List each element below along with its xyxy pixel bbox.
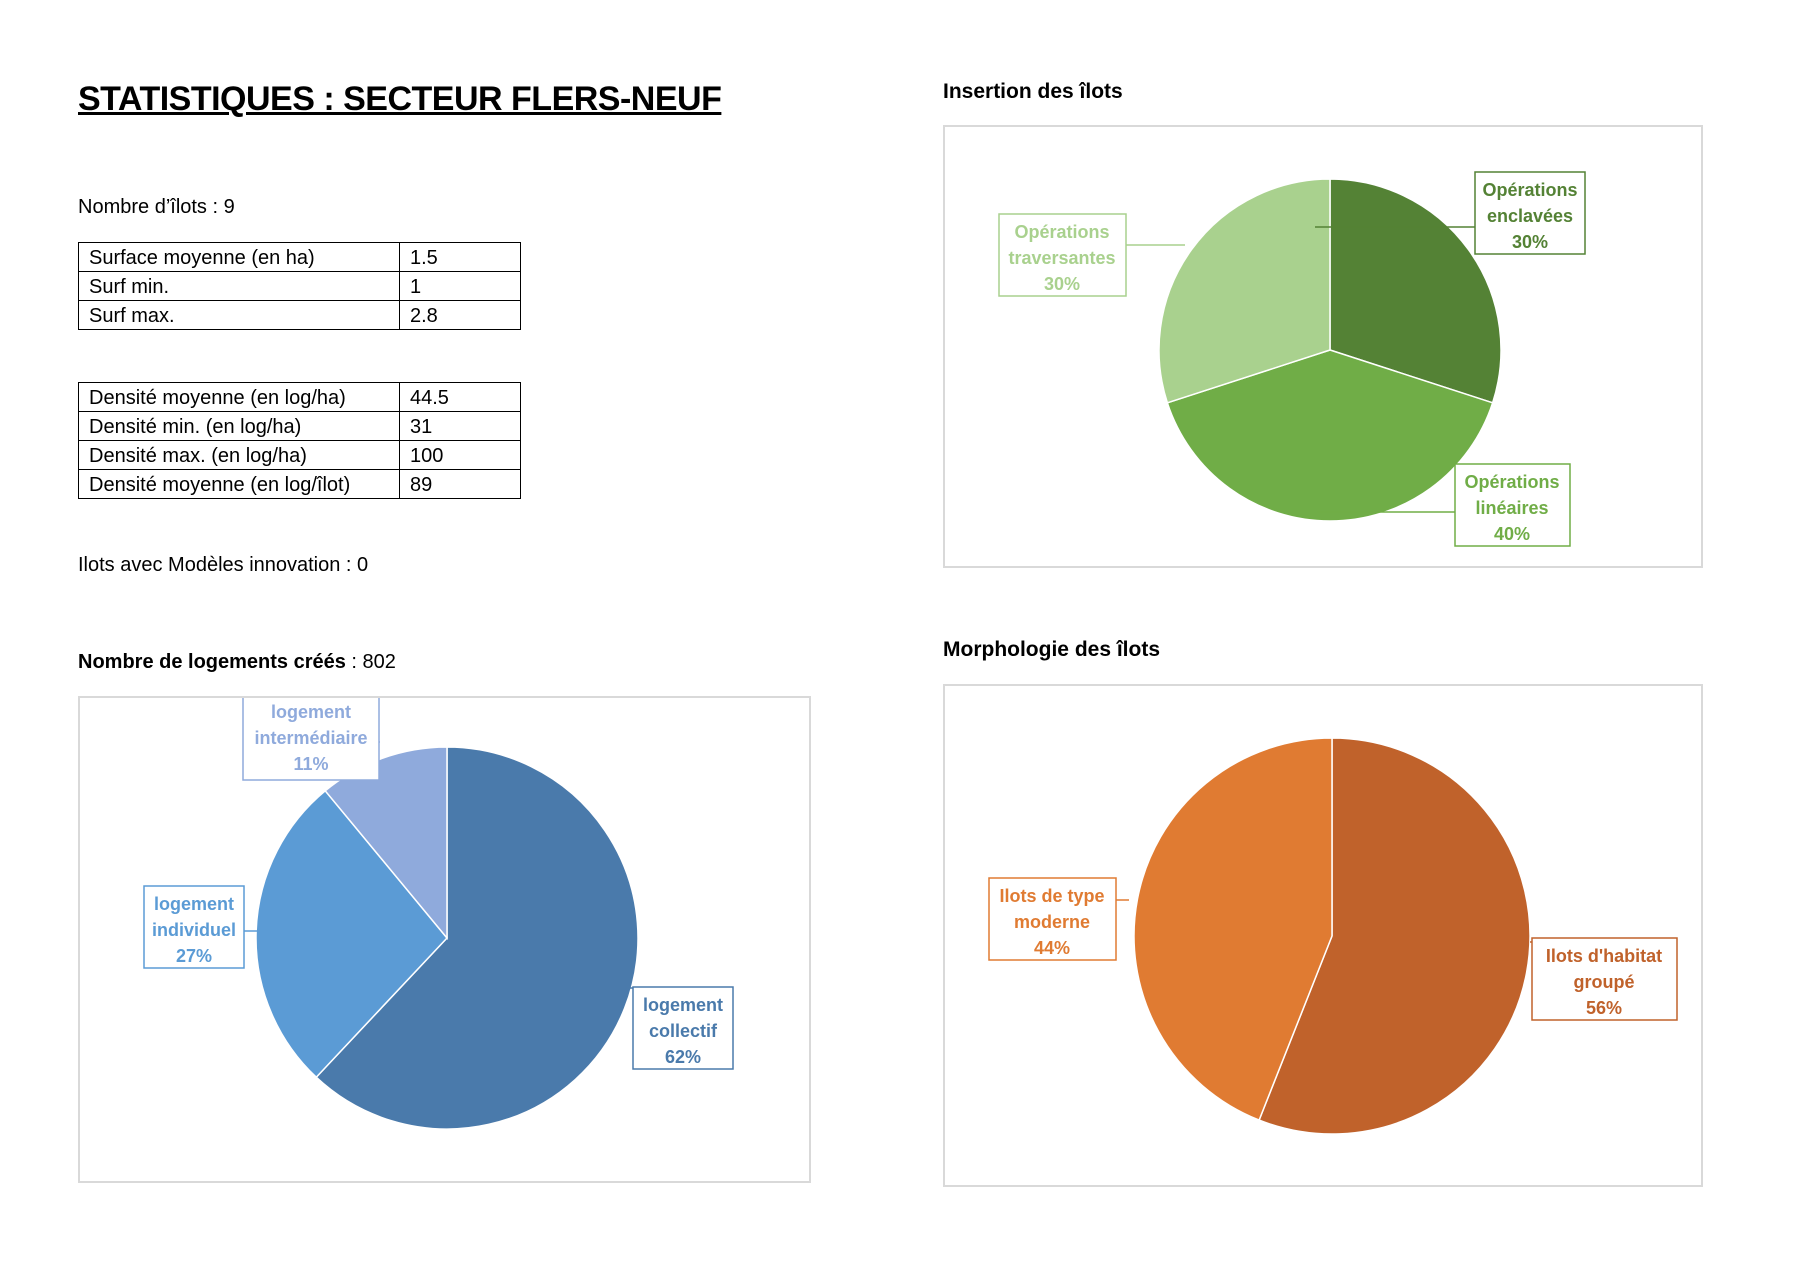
surface-row: Surf max. 2.8 (78, 300, 521, 330)
data-label-text: 27% (176, 946, 212, 966)
insertion-chart-title: Insertion des îlots (943, 80, 1123, 103)
densite-table: Densité moyenne (en log/ha) 44.5 Densité m… (78, 382, 521, 499)
densite-label-cell: Densité min. (en log/ha) (78, 411, 400, 441)
surface-label-cell: Surf min. (78, 271, 400, 301)
data-label-text: 30% (1512, 232, 1548, 252)
slice-logement-individuel (255, 789, 448, 1079)
slice-operations-lineaires (1166, 349, 1494, 522)
surface-label-cell: Surface moyenne (en ha) (78, 242, 400, 272)
data-label-text: logement (154, 894, 234, 914)
morphologie-pie-svg: Ilots d'habitat groupé 56% Ilots de type mod… (988, 737, 1678, 1135)
surface-value-cell: 1.5 (399, 242, 521, 272)
data-label-text: Opérations (1014, 222, 1109, 242)
densite-value-cell: 44.5 (399, 382, 521, 412)
data-label-text: enclavées (1487, 206, 1573, 226)
slice-logement-intermediaire (324, 746, 448, 941)
logements-value: : 802 (345, 651, 396, 673)
data-label-text: Ilots de type (999, 886, 1104, 906)
surface-value-cell: 2.8 (399, 300, 521, 330)
data-label-text: 62% (665, 1047, 701, 1067)
densite-value-cell: 89 (399, 469, 521, 499)
data-label-box (1531, 937, 1678, 1021)
slice-ilots-type-moderne (1133, 737, 1333, 1122)
data-label-text: 30% (1044, 274, 1080, 294)
data-label-text: 40% (1494, 524, 1530, 544)
densite-row: Densité max. (en log/ha) 100 (78, 440, 521, 470)
data-label-text: moderne (1014, 912, 1090, 932)
slice-ilots-habitat-groupe (1258, 737, 1531, 1135)
surface-row: Surface moyenne (en ha) 1.5 (78, 242, 521, 272)
surface-table: Surface moyenne (en ha) 1.5 Surf min. 1 Surf… (78, 242, 521, 330)
surface-row: Surf min. 1 (78, 271, 521, 301)
data-label-text: collectif (649, 1021, 718, 1041)
data-label-text: 56% (1586, 998, 1622, 1018)
densite-row: Densité min. (en log/ha) 31 (78, 411, 521, 441)
slice-operations-traversantes (1158, 178, 1331, 404)
slice-logement-collectif (315, 746, 639, 1130)
data-label-text: logement (271, 702, 351, 722)
densite-value-cell: 31 (399, 411, 521, 441)
data-label-text: logement (643, 995, 723, 1015)
morphologie-chart: Ilots d'habitat groupé 56% Ilots de type mod… (943, 684, 1703, 1187)
data-label-text: groupé (1574, 972, 1635, 992)
page-title: STATISTIQUES : SECTEUR FLERS-NEUF (78, 80, 722, 118)
data-label-text: Opérations (1482, 180, 1577, 200)
logements-chart: logement collectif 62% logement individuel 27… (78, 693, 811, 1183)
morphologie-chart-title: Morphologie des îlots (943, 638, 1161, 661)
logements-heading: Nombre de logements créés : 802 (78, 651, 396, 674)
data-label-box (1474, 171, 1586, 255)
slice-operations-enclavees (1329, 178, 1502, 404)
surface-value-cell: 1 (399, 271, 521, 301)
data-label-text: 11% (293, 754, 328, 774)
data-label-box (632, 986, 734, 1070)
densite-label-cell: Densité moyenne (en log/ha) (78, 382, 400, 412)
insertion-pie-svg: Opérations enclavées 30% Opérations linéaire… (998, 171, 1586, 547)
data-label-text: traversantes (1008, 248, 1115, 268)
densite-row: Densité moyenne (en log/îlot) 89 (78, 469, 521, 499)
data-label-text: linéaires (1475, 498, 1548, 518)
nombre-ilots-text: Nombre d’îlots : 9 (78, 196, 235, 218)
densite-value-cell: 100 (399, 440, 521, 470)
logements-pie-svg: logement collectif 62% logement individuel 27… (143, 693, 734, 1130)
innovation-text: Ilots avec Modèles innovation : 0 (78, 554, 369, 576)
densite-row: Densité moyenne (en log/ha) 44.5 (78, 382, 521, 412)
data-label-box (1454, 463, 1571, 547)
data-label-text: 44% (1034, 938, 1070, 958)
data-label-box (242, 693, 380, 781)
data-label-text: Ilots d'habitat (1546, 946, 1662, 966)
data-label-text: Opérations (1464, 472, 1559, 492)
data-label-box (988, 877, 1117, 961)
densite-label-cell: Densité moyenne (en log/îlot) (78, 469, 400, 499)
logements-label: Nombre de logements créés (78, 651, 346, 673)
densite-label-cell: Densité max. (en log/ha) (78, 440, 400, 470)
data-label-box (143, 885, 245, 969)
data-label-text: intermédiaire (254, 728, 367, 748)
data-label-text: individuel (152, 920, 236, 940)
insertion-chart: Opérations enclavées 30% Opérations linéaire… (943, 125, 1703, 568)
surface-label-cell: Surf max. (78, 300, 400, 330)
data-label-box (998, 213, 1127, 297)
